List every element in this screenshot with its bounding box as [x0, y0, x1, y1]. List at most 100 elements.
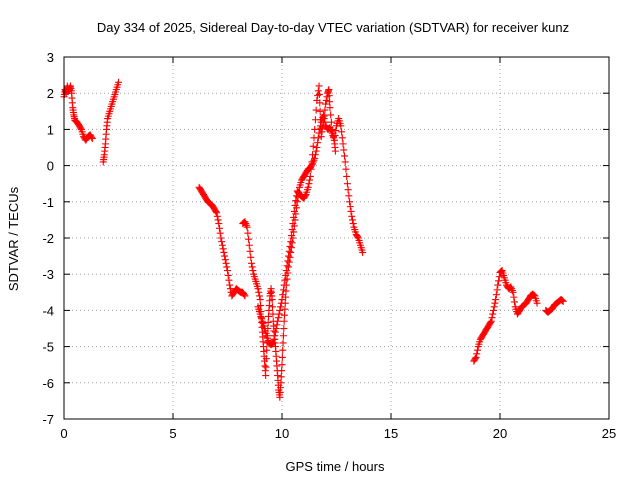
data-point: [255, 288, 263, 296]
data-point: [249, 267, 257, 275]
data-point: [213, 209, 221, 217]
data-point: [510, 293, 518, 301]
data-point: [268, 340, 276, 348]
data-point: [216, 224, 224, 232]
data-point: [288, 239, 296, 247]
data-point: [273, 321, 281, 329]
data-point: [212, 207, 220, 215]
data-point: [290, 213, 298, 221]
data-point: [343, 172, 351, 180]
data-point: [310, 134, 318, 142]
x-tick-label: 10: [275, 426, 289, 441]
data-point: [316, 107, 324, 115]
data-point: [246, 247, 254, 255]
data-point: [308, 158, 316, 166]
data-point: [269, 310, 277, 318]
data-point: [339, 140, 347, 148]
data-point: [219, 245, 227, 253]
data-point: [488, 314, 496, 322]
y-tick-label: -6: [42, 376, 54, 391]
data-point: [473, 346, 481, 354]
data-point: [319, 118, 327, 126]
data-point: [319, 111, 327, 119]
data-point: [288, 226, 296, 234]
data-point: [338, 128, 346, 136]
data-point: [293, 198, 301, 206]
data-point: [262, 363, 270, 371]
data-point: [245, 235, 253, 243]
data-point: [285, 247, 293, 255]
data-point: [276, 306, 284, 314]
data-point: [315, 129, 323, 137]
y-tick-label: 1: [47, 122, 54, 137]
data-point: [215, 220, 223, 228]
data-point: [256, 296, 264, 304]
data-point: [487, 318, 495, 326]
data-point: [305, 180, 313, 188]
data-point: [292, 197, 300, 205]
data-point: [331, 147, 339, 155]
x-tick-label: 5: [169, 426, 176, 441]
data-point: [279, 332, 287, 340]
data-point: [314, 139, 322, 147]
data-point: [254, 285, 262, 293]
data-point: [558, 296, 566, 304]
data-point: [473, 350, 481, 358]
data-point: [77, 124, 85, 132]
data-point: [490, 303, 498, 311]
data-point: [359, 248, 367, 256]
data-point: [319, 123, 327, 131]
data-point: [289, 220, 297, 228]
data-point: [279, 339, 287, 347]
data-point: [286, 242, 294, 250]
data-point: [529, 291, 537, 299]
data-point: [309, 151, 317, 159]
data-point: [493, 286, 501, 294]
data-point: [495, 277, 503, 285]
data-point: [492, 291, 500, 299]
y-axis-label: SDTVAR / TECUs: [6, 186, 21, 291]
data-point: [328, 125, 336, 133]
x-tick-label: 15: [384, 426, 398, 441]
data-point: [489, 306, 497, 314]
data-point: [264, 318, 272, 326]
data-point: [221, 256, 229, 264]
data-point: [279, 346, 287, 354]
data-point: [115, 78, 122, 86]
data-point: [322, 100, 330, 108]
data-point: [318, 128, 326, 136]
data-point: [224, 267, 231, 275]
data-point: [559, 297, 567, 305]
data-point: [269, 340, 277, 348]
data-point: [312, 106, 320, 114]
data-point: [489, 310, 497, 318]
data-point: [342, 165, 350, 173]
data-point: [287, 232, 295, 240]
data-point: [286, 253, 294, 261]
data-point: [278, 353, 286, 361]
data-point: [284, 257, 292, 265]
data-point: [291, 201, 299, 209]
y-tick-label: -7: [42, 412, 54, 427]
data-point: [282, 271, 290, 279]
data-point: [280, 281, 288, 289]
data-point: [269, 303, 277, 311]
data-point: [268, 296, 276, 304]
data-point: [226, 281, 234, 289]
data-point: [277, 373, 285, 381]
data-point: [327, 118, 335, 126]
data-point: [346, 198, 354, 206]
y-tick-label: -3: [42, 267, 54, 282]
data-point: [285, 252, 293, 260]
data-point: [341, 158, 349, 166]
data-point: [277, 379, 285, 387]
data-point: [491, 299, 499, 307]
data-point: [278, 361, 286, 369]
data-points: [60, 78, 567, 401]
data-point: [279, 286, 287, 294]
data-point: [313, 144, 321, 151]
data-point: [321, 106, 329, 114]
data-point: [213, 212, 221, 220]
data-point: [271, 328, 279, 336]
